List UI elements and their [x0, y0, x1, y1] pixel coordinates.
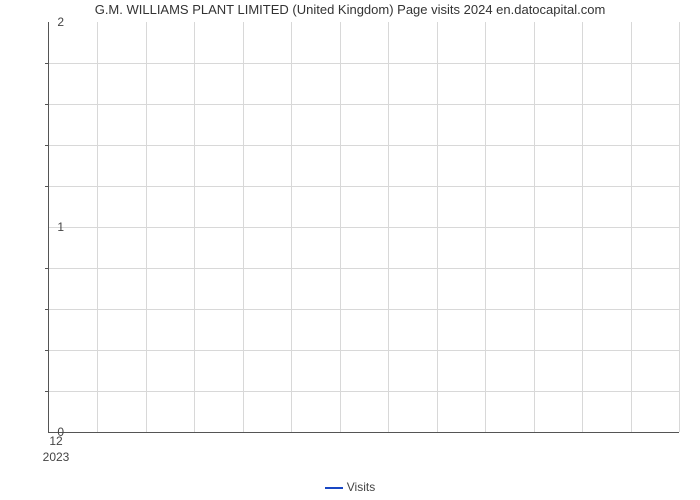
gridline-v: [194, 22, 195, 432]
chart-title: G.M. WILLIAMS PLANT LIMITED (United King…: [0, 2, 700, 17]
ytick-minor: [45, 104, 49, 105]
gridline-h: [49, 309, 679, 310]
gridline-v: [582, 22, 583, 432]
chart-container: G.M. WILLIAMS PLANT LIMITED (United King…: [0, 0, 700, 500]
gridline-v: [97, 22, 98, 432]
gridline-h: [49, 391, 679, 392]
gridline-h: [49, 186, 679, 187]
gridline-v: [388, 22, 389, 432]
gridline-v: [437, 22, 438, 432]
year-label: 2023: [43, 450, 70, 464]
gridline-v: [679, 22, 680, 432]
xtick-label: 12: [49, 434, 62, 448]
ytick-minor: [45, 391, 49, 392]
ytick-minor: [45, 268, 49, 269]
gridline-v: [146, 22, 147, 432]
ytick-minor: [45, 145, 49, 146]
ytick-label: 1: [44, 220, 64, 234]
ytick-minor: [45, 309, 49, 310]
gridline-v: [291, 22, 292, 432]
legend-swatch: [325, 487, 343, 489]
gridline-v: [243, 22, 244, 432]
ytick-minor: [45, 63, 49, 64]
gridline-h: [49, 350, 679, 351]
gridline-v: [340, 22, 341, 432]
ytick-label: 2: [44, 15, 64, 29]
gridline-h: [49, 227, 679, 228]
ytick-minor: [45, 186, 49, 187]
ytick-minor: [45, 350, 49, 351]
gridline-h: [49, 145, 679, 146]
gridline-v: [534, 22, 535, 432]
gridline-h: [49, 63, 679, 64]
gridline-v: [485, 22, 486, 432]
legend: Visits: [0, 480, 700, 494]
plot-area: [48, 22, 679, 433]
gridline-v: [631, 22, 632, 432]
legend-label: Visits: [347, 480, 375, 494]
gridline-h: [49, 104, 679, 105]
gridline-h: [49, 268, 679, 269]
